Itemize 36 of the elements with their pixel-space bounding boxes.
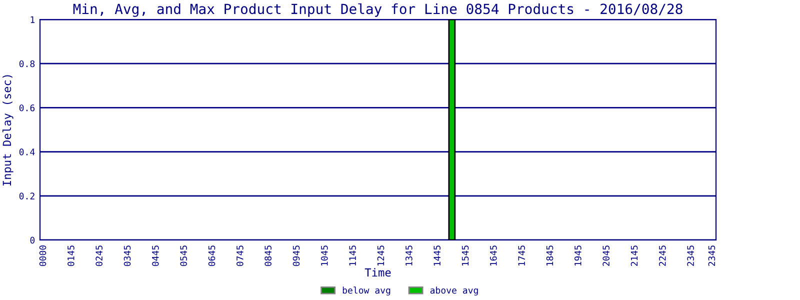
x-axis-title: Time (364, 268, 391, 277)
x-tick-label: 2145 (630, 246, 638, 266)
y-tick-label: 1 (30, 16, 35, 23)
x-tick-label: 0345 (124, 246, 131, 266)
chart-title: Min, Avg, and Max Product Input Delay for Line 0854 Products - 2016/08/28 (73, 3, 682, 17)
x-tick-label: 1145 (349, 246, 356, 266)
x-tick-label: 1645 (490, 246, 497, 266)
x-tick-label: 1945 (574, 246, 582, 266)
x-tick-label: 0945 (292, 246, 300, 266)
x-tick-label: 2345 (708, 246, 716, 266)
y-tick-label: 0.6 (19, 104, 35, 112)
x-tick-label: 1845 (546, 246, 554, 266)
x-tick-label: 0000 (39, 245, 46, 266)
x-tick-label: 1545 (462, 246, 469, 266)
y-axis-title: Input Delay (sec) (2, 75, 14, 186)
x-tick-label: 0845 (264, 246, 272, 266)
y-tick-label: 0.4 (19, 148, 35, 156)
legend-label: above avg (430, 286, 478, 296)
x-tick-label: 0145 (68, 246, 74, 266)
x-tick-label: 1345 (406, 246, 412, 266)
x-tick-label: 1745 (518, 246, 525, 266)
legend-label: below avg (342, 286, 390, 296)
y-tick-label: 0.8 (19, 60, 35, 68)
x-tick-label: 1445 (434, 246, 440, 266)
x-tick-label: 2345 (687, 246, 694, 266)
y-tick-label: 0.2 (19, 192, 34, 200)
x-tick-label: 0245 (96, 246, 102, 266)
x-tick-label: 0745 (236, 246, 244, 266)
x-tick-label: 2045 (602, 246, 610, 266)
x-tick-label: 2245 (659, 246, 666, 266)
x-tick-label: 0645 (208, 246, 216, 266)
x-tick-label: 1045 (321, 246, 328, 266)
x-tick-label: 1245 (377, 246, 384, 266)
x-tick-label: 0545 (180, 246, 187, 266)
x-tick-label: 0445 (152, 246, 159, 266)
y-tick-label: 0 (30, 236, 35, 244)
